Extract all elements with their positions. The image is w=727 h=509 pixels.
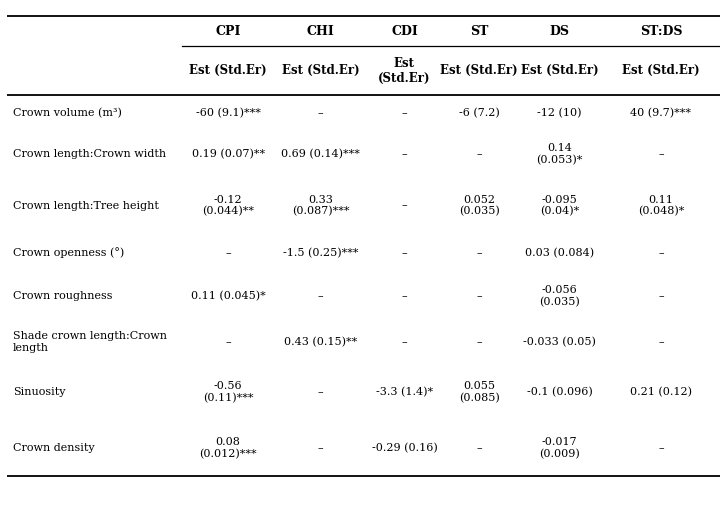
Text: 0.69 (0.14)***: 0.69 (0.14)***: [281, 149, 360, 159]
Text: Est (Std.Er): Est (Std.Er): [521, 65, 598, 77]
Text: -60 (9.1)***: -60 (9.1)***: [196, 108, 260, 118]
Text: 0.11 (0.045)*: 0.11 (0.045)*: [190, 291, 265, 301]
Text: -0.29 (0.16): -0.29 (0.16): [371, 443, 438, 453]
Text: –: –: [476, 149, 482, 159]
Text: -6 (7.2): -6 (7.2): [459, 108, 499, 118]
Text: -0.095
(0.04)*: -0.095 (0.04)*: [540, 194, 579, 217]
Text: –: –: [476, 291, 482, 301]
Text: 0.21 (0.12): 0.21 (0.12): [630, 387, 692, 398]
Text: 40 (9.7)***: 40 (9.7)***: [630, 108, 691, 118]
Text: 0.055
(0.085): 0.055 (0.085): [459, 381, 499, 403]
Text: –: –: [401, 201, 407, 211]
Text: ST: ST: [470, 24, 489, 38]
Text: –: –: [401, 149, 407, 159]
Text: DS: DS: [550, 24, 569, 38]
Text: Sinuosity: Sinuosity: [13, 387, 65, 397]
Text: 0.08
(0.012)***: 0.08 (0.012)***: [199, 437, 257, 459]
Text: CHI: CHI: [307, 24, 334, 38]
Text: Crown length:Crown width: Crown length:Crown width: [13, 149, 166, 159]
Text: 0.14
(0.053)*: 0.14 (0.053)*: [537, 143, 582, 165]
Text: –: –: [318, 291, 324, 301]
Text: -0.1 (0.096): -0.1 (0.096): [526, 387, 593, 398]
Text: –: –: [476, 248, 482, 258]
Text: –: –: [401, 248, 407, 258]
Text: –: –: [658, 337, 664, 347]
Text: –: –: [318, 108, 324, 118]
Text: Crown volume (m³): Crown volume (m³): [13, 108, 122, 118]
Text: -0.017
(0.009): -0.017 (0.009): [539, 437, 580, 459]
Text: Est (Std.Er): Est (Std.Er): [441, 65, 518, 77]
Text: –: –: [476, 337, 482, 347]
Text: 0.33
(0.087)***: 0.33 (0.087)***: [292, 194, 350, 217]
Text: -0.056
(0.035): -0.056 (0.035): [539, 285, 580, 307]
Text: 0.052
(0.035): 0.052 (0.035): [459, 194, 499, 217]
Text: Crown length:Tree height: Crown length:Tree height: [13, 201, 158, 211]
Text: Est (Std.Er): Est (Std.Er): [189, 65, 267, 77]
Text: –: –: [225, 248, 231, 258]
Text: -0.12
(0.044)**: -0.12 (0.044)**: [202, 194, 254, 217]
Text: ST:DS: ST:DS: [640, 24, 682, 38]
Text: –: –: [225, 337, 231, 347]
Text: Crown density: Crown density: [13, 443, 95, 453]
Text: –: –: [658, 248, 664, 258]
Text: -0.033 (0.05): -0.033 (0.05): [523, 336, 596, 347]
Text: Crown roughness: Crown roughness: [13, 291, 113, 301]
Text: Shade crown length:Crown
length: Shade crown length:Crown length: [13, 331, 167, 353]
Text: -0.56
(0.11)***: -0.56 (0.11)***: [203, 381, 254, 403]
Text: Est (Std.Er): Est (Std.Er): [622, 65, 700, 77]
Text: –: –: [658, 443, 664, 453]
Text: –: –: [401, 337, 407, 347]
Text: -1.5 (0.25)***: -1.5 (0.25)***: [283, 248, 358, 258]
Text: –: –: [658, 291, 664, 301]
Text: 0.19 (0.07)**: 0.19 (0.07)**: [192, 149, 265, 159]
Text: Est
(Std.Er): Est (Std.Er): [378, 57, 430, 85]
Text: –: –: [401, 291, 407, 301]
Text: Est (Std.Er): Est (Std.Er): [282, 65, 360, 77]
Text: CPI: CPI: [215, 24, 241, 38]
Text: 0.11
(0.048)*: 0.11 (0.048)*: [638, 194, 684, 217]
Text: CDI: CDI: [391, 24, 418, 38]
Text: –: –: [476, 443, 482, 453]
Text: –: –: [318, 387, 324, 397]
Text: 0.03 (0.084): 0.03 (0.084): [525, 248, 594, 258]
Text: -3.3 (1.4)*: -3.3 (1.4)*: [376, 387, 433, 398]
Text: –: –: [401, 108, 407, 118]
Text: -12 (10): -12 (10): [537, 108, 582, 118]
Text: –: –: [318, 443, 324, 453]
Text: –: –: [658, 149, 664, 159]
Text: 0.43 (0.15)**: 0.43 (0.15)**: [284, 336, 358, 347]
Text: Crown openness (°): Crown openness (°): [13, 247, 124, 259]
